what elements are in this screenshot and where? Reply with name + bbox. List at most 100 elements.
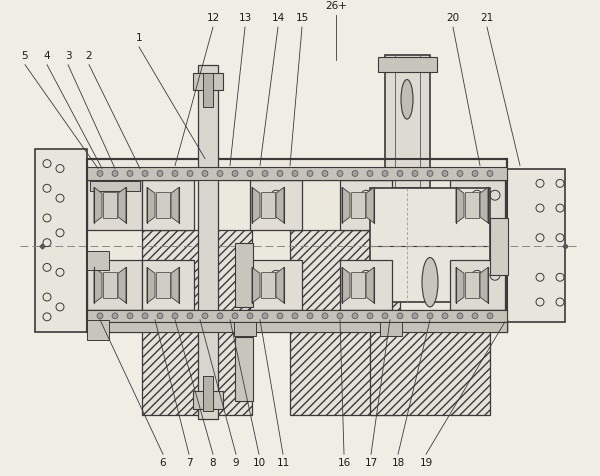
Circle shape xyxy=(217,313,223,319)
Polygon shape xyxy=(94,268,102,303)
Polygon shape xyxy=(147,268,155,303)
Bar xyxy=(90,181,140,191)
Bar xyxy=(87,310,507,322)
Circle shape xyxy=(247,170,253,177)
Text: 11: 11 xyxy=(277,458,290,468)
Polygon shape xyxy=(456,187,464,223)
Circle shape xyxy=(487,170,493,177)
Circle shape xyxy=(202,313,208,319)
Text: 20: 20 xyxy=(446,13,460,23)
Text: 18: 18 xyxy=(391,458,404,468)
Circle shape xyxy=(337,313,343,319)
Bar xyxy=(235,243,253,307)
Bar xyxy=(370,331,490,415)
Bar xyxy=(87,167,507,180)
Circle shape xyxy=(187,313,193,319)
Circle shape xyxy=(157,313,163,319)
Circle shape xyxy=(157,170,163,177)
Bar xyxy=(87,322,507,332)
Text: 14: 14 xyxy=(271,13,284,23)
Circle shape xyxy=(232,313,238,319)
Circle shape xyxy=(127,313,133,319)
Circle shape xyxy=(112,313,118,319)
Ellipse shape xyxy=(401,79,413,119)
Circle shape xyxy=(382,170,388,177)
Circle shape xyxy=(352,313,358,319)
Text: 17: 17 xyxy=(364,458,377,468)
Bar xyxy=(261,272,275,298)
Circle shape xyxy=(232,170,238,177)
Circle shape xyxy=(247,313,253,319)
Bar xyxy=(351,272,365,298)
Circle shape xyxy=(202,170,208,177)
Bar xyxy=(351,192,365,218)
Circle shape xyxy=(172,170,178,177)
Circle shape xyxy=(292,170,298,177)
Text: 12: 12 xyxy=(206,13,220,23)
Circle shape xyxy=(112,170,118,177)
Circle shape xyxy=(172,313,178,319)
Bar xyxy=(340,180,392,230)
Bar xyxy=(385,55,430,188)
Bar xyxy=(156,192,170,218)
Polygon shape xyxy=(480,268,488,303)
Bar xyxy=(465,272,479,298)
Polygon shape xyxy=(480,187,488,223)
Circle shape xyxy=(367,170,373,177)
Text: 13: 13 xyxy=(238,13,251,23)
Circle shape xyxy=(127,170,133,177)
Text: 15: 15 xyxy=(295,13,308,23)
Text: 4: 4 xyxy=(44,51,50,61)
Bar xyxy=(87,159,507,332)
Circle shape xyxy=(187,170,193,177)
Polygon shape xyxy=(276,268,284,303)
Bar xyxy=(261,192,275,218)
Circle shape xyxy=(442,170,448,177)
Circle shape xyxy=(97,313,103,319)
Circle shape xyxy=(277,313,283,319)
Bar xyxy=(250,260,302,310)
Circle shape xyxy=(382,313,388,319)
Bar xyxy=(505,169,565,322)
Polygon shape xyxy=(94,187,102,223)
Polygon shape xyxy=(252,187,260,223)
Circle shape xyxy=(472,170,478,177)
Bar xyxy=(250,180,302,230)
Text: 6: 6 xyxy=(160,458,166,468)
Bar xyxy=(450,260,505,310)
Circle shape xyxy=(457,313,463,319)
Circle shape xyxy=(322,170,328,177)
Circle shape xyxy=(307,170,313,177)
Text: 5: 5 xyxy=(22,51,28,61)
Circle shape xyxy=(307,313,313,319)
Bar xyxy=(87,319,507,331)
Text: 7: 7 xyxy=(185,458,193,468)
Bar xyxy=(234,322,256,336)
Text: 19: 19 xyxy=(419,458,433,468)
Bar xyxy=(142,331,252,415)
Circle shape xyxy=(487,313,493,319)
Circle shape xyxy=(97,170,103,177)
Bar xyxy=(203,73,213,107)
Circle shape xyxy=(277,170,283,177)
Polygon shape xyxy=(366,268,374,303)
Text: 2: 2 xyxy=(86,51,92,61)
Polygon shape xyxy=(276,187,284,223)
Bar xyxy=(103,272,117,298)
Bar xyxy=(142,180,194,230)
Bar xyxy=(35,149,87,332)
Polygon shape xyxy=(342,187,350,223)
Polygon shape xyxy=(456,268,464,303)
Polygon shape xyxy=(118,268,126,303)
Bar xyxy=(290,230,400,319)
Polygon shape xyxy=(252,268,260,303)
Bar xyxy=(87,260,142,310)
Bar xyxy=(380,322,402,336)
Circle shape xyxy=(262,170,268,177)
Circle shape xyxy=(322,313,328,319)
Circle shape xyxy=(337,170,343,177)
Circle shape xyxy=(292,313,298,319)
Bar xyxy=(142,260,194,310)
Polygon shape xyxy=(171,187,179,223)
Circle shape xyxy=(442,313,448,319)
